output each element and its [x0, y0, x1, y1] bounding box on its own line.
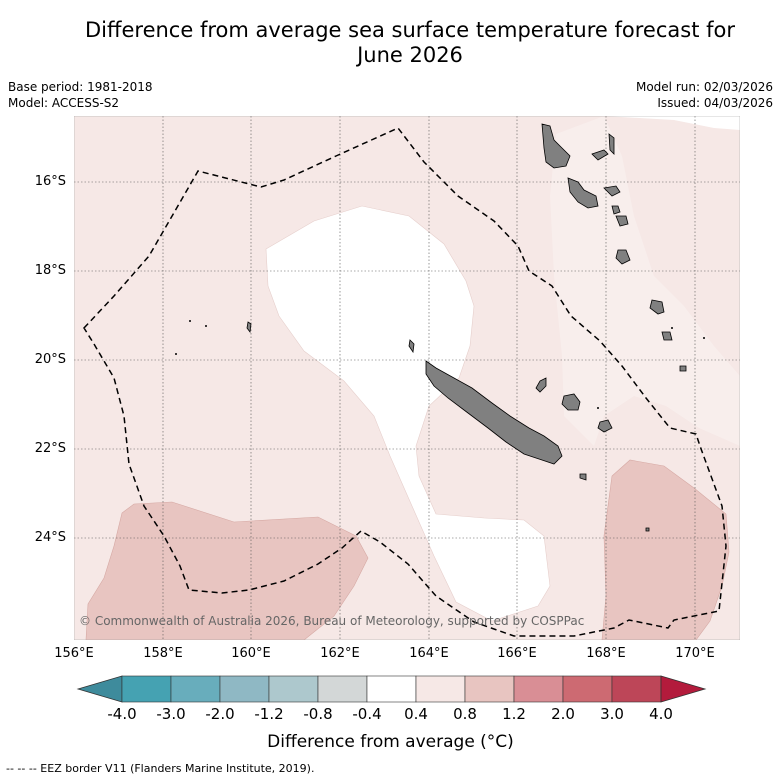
colorbar-extend-high [660, 675, 707, 703]
colorbar-tick: -2.0 [205, 705, 235, 723]
colorbar-tick: -0.4 [352, 705, 382, 723]
anomaly-neutral-region-east [550, 116, 740, 446]
lat-label-22s: 22°S [34, 441, 66, 456]
lat-label-16s: 16°S [34, 174, 66, 189]
base-period: Base period: 1981-2018 [8, 80, 153, 94]
ambae-island [591, 149, 609, 161]
copyright-notice: © Commonwealth of Australia 2026, Bureau… [79, 614, 585, 628]
hunter-island [645, 527, 650, 532]
colorbar-tick: 3.0 [600, 705, 624, 723]
colorbar-tick: -3.0 [156, 705, 186, 723]
lon-label-156e: 156°E [54, 646, 94, 661]
colorbar-segment [366, 675, 417, 703]
model-run: Model run: 02/03/2026 [635, 80, 773, 94]
aneityum-island [661, 331, 673, 341]
malekula-island [567, 177, 599, 209]
map-svg [74, 116, 740, 640]
gridlines [74, 116, 740, 640]
lon-label-170e: 170°E [675, 646, 715, 661]
colorbar-tick: 2.0 [551, 705, 575, 723]
epi-island [611, 205, 621, 215]
issued-date: Issued: 04/03/2026 [657, 96, 773, 110]
lat-label-20s: 20°S [34, 352, 66, 367]
eez-legend: -- -- -- EEZ border V11 (Flanders Marine… [6, 762, 315, 775]
title-line-1: Difference from average sea surface temp… [85, 18, 735, 42]
efate-island [615, 215, 629, 227]
colorbar-segment [415, 675, 466, 703]
reef-dots [175, 320, 705, 409]
colorbar-segment [170, 675, 221, 703]
lon-label-164e: 164°E [409, 646, 449, 661]
eez-border [83, 127, 727, 637]
mare-island [597, 419, 613, 433]
map-panel: © Commonwealth of Australia 2026, Bureau… [74, 116, 740, 640]
lat-label-18s: 18°S [34, 263, 66, 278]
futuna-island [679, 365, 687, 372]
anomaly-light-red-region-sw [85, 501, 369, 640]
colorbar-segment [219, 675, 270, 703]
ouvea-island [535, 377, 547, 393]
colorbar-segment [611, 675, 662, 703]
lon-label-166e: 166°E [497, 646, 537, 661]
colorbar-segment [268, 675, 319, 703]
ambrym-island [603, 185, 621, 197]
model-name: Model: ACCESS-S2 [8, 96, 120, 110]
pentecost-island [608, 133, 615, 155]
colorbar-label: Difference from average (°C) [267, 732, 514, 752]
land-masses [246, 123, 687, 532]
chesterfield-islet [246, 321, 252, 334]
espiritu-santo-island [541, 123, 571, 169]
colorbar-segment [562, 675, 613, 703]
lon-label-160e: 160°E [231, 646, 271, 661]
anomaly-neutral-region [265, 205, 551, 622]
ile-des-pins [579, 473, 587, 481]
colorbar-segment [121, 675, 172, 703]
colorbar-segment [513, 675, 564, 703]
belep-islands [408, 339, 415, 354]
colorbar-tick: -4.0 [107, 705, 137, 723]
title-line-2: June 2026 [357, 43, 463, 67]
erromango-island [615, 249, 631, 265]
colorbar-segment [464, 675, 515, 703]
colorbar-segments [121, 675, 662, 703]
anomaly-neutral-region-ne [604, 116, 740, 130]
chart-title: Difference from average sea surface temp… [60, 18, 760, 68]
colorbar-tick: 1.2 [502, 705, 526, 723]
colorbar-tick: 0.8 [453, 705, 477, 723]
colorbar-extend-low [76, 675, 123, 703]
new-caledonia-island [425, 360, 563, 465]
lifou-island [561, 393, 581, 411]
lon-label-158e: 158°E [143, 646, 183, 661]
colorbar-tick: -0.8 [303, 705, 333, 723]
tanna-island [649, 299, 665, 315]
lon-label-162e: 162°E [320, 646, 360, 661]
colorbar [76, 675, 707, 703]
lon-label-168e: 168°E [586, 646, 626, 661]
colorbar-tick: 4.0 [649, 705, 673, 723]
colorbar-tick: -1.2 [254, 705, 284, 723]
meta-right: Model run: 02/03/2026 Issued: 04/03/2026 [636, 79, 773, 111]
meta-left: Base period: 1981-2018 Model: ACCESS-S2 [8, 79, 153, 111]
colorbar-tick: 0.4 [404, 705, 428, 723]
colorbar-segment [317, 675, 368, 703]
lat-label-24s: 24°S [34, 530, 66, 545]
